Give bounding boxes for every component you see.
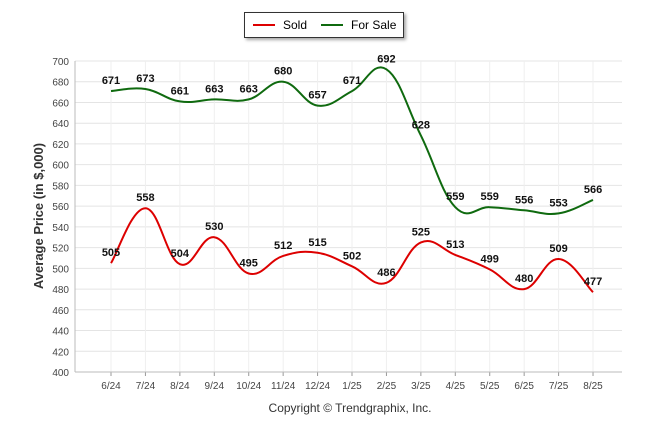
x-tick-label: 8/25 — [583, 381, 603, 392]
y-tick-label: 660 — [52, 98, 69, 109]
legend-swatch-for-sale — [321, 24, 344, 26]
data-label-for-sale: 553 — [549, 197, 567, 209]
y-tick-label: 500 — [52, 264, 69, 275]
x-tick-label: 1/25 — [342, 381, 362, 392]
data-label-for-sale: 628 — [412, 120, 430, 132]
axes: 400 420 440 460 480 500 520 540 560 580 600 620 640 6… — [52, 57, 622, 392]
x-tick-label: 12/24 — [305, 381, 330, 392]
x-tick-label: 4/25 — [446, 381, 466, 392]
series-line-sold — [110, 207, 594, 293]
x-tick-label: 7/24 — [136, 381, 156, 392]
x-tick-label: 8/24 — [170, 381, 190, 392]
y-tick-label: 400 — [52, 368, 69, 379]
legend-item-sold[interactable]: Sold — [253, 18, 307, 32]
legend-item-for-sale[interactable]: For Sale — [321, 18, 396, 32]
data-label-sold: 513 — [446, 239, 464, 251]
data-label-sold: 525 — [412, 226, 430, 238]
data-label-for-sale: 663 — [240, 83, 258, 95]
y-tick-label: 700 — [52, 57, 69, 68]
data-label-sold: 504 — [171, 248, 190, 260]
data-label-for-sale: 559 — [446, 191, 464, 203]
data-labels: 505 558 504 530 495 512 515 502 486 525 513 499 480 5… — [102, 53, 602, 288]
copyright-text: Copyright © Trendgraphix, Inc. — [268, 401, 432, 415]
x-tick-label: 9/24 — [205, 381, 225, 392]
legend-label-for-sale: For Sale — [351, 18, 397, 32]
x-tick-label: 6/24 — [101, 381, 121, 392]
data-label-sold: 509 — [549, 243, 567, 255]
data-label-for-sale: 680 — [274, 66, 292, 78]
y-tick-label: 580 — [52, 181, 69, 192]
series-line-for-sale — [110, 66, 594, 215]
x-tick-label: 6/25 — [514, 381, 534, 392]
y-tick-label: 680 — [52, 78, 69, 89]
y-tick-label: 600 — [52, 161, 69, 172]
data-label-sold: 502 — [343, 250, 361, 262]
y-tick-label: 480 — [52, 285, 69, 296]
x-tick-label: 2/25 — [377, 381, 397, 392]
y-axis-label: Average Price (in $,000) — [31, 143, 46, 289]
data-label-for-sale: 661 — [171, 85, 189, 97]
data-label-for-sale: 559 — [481, 191, 499, 203]
data-label-for-sale: 663 — [205, 83, 223, 95]
y-tick-label: 620 — [52, 140, 69, 151]
data-label-for-sale: 556 — [515, 194, 533, 206]
y-tick-label: 420 — [52, 347, 69, 358]
legend: Sold For Sale — [244, 12, 404, 38]
y-tick-label: 540 — [52, 223, 69, 234]
y-tick-label: 460 — [52, 306, 69, 317]
gridlines — [75, 60, 622, 373]
y-tick-label: 440 — [52, 327, 69, 338]
data-label-for-sale: 566 — [584, 184, 602, 196]
data-label-sold: 480 — [515, 273, 533, 285]
data-label-sold: 530 — [205, 221, 223, 233]
data-label-sold: 558 — [136, 192, 154, 204]
y-tick-label: 640 — [52, 119, 69, 130]
legend-label-sold: Sold — [283, 18, 308, 32]
x-tick-label: 7/25 — [549, 381, 569, 392]
data-label-sold: 499 — [481, 253, 499, 265]
y-tick-label: 560 — [52, 202, 69, 213]
data-label-for-sale: 657 — [308, 90, 326, 102]
x-tick-label: 3/25 — [411, 381, 431, 392]
series — [110, 66, 594, 293]
data-label-sold: 486 — [377, 267, 395, 279]
data-label-for-sale: 673 — [136, 73, 154, 85]
data-label-for-sale: 692 — [377, 53, 395, 65]
data-label-sold: 512 — [274, 240, 292, 252]
x-tick-label: 10/24 — [236, 381, 261, 392]
data-label-sold: 505 — [102, 247, 120, 259]
data-label-sold: 495 — [240, 258, 258, 270]
data-label-sold: 515 — [308, 237, 326, 249]
legend-swatch-sold — [253, 24, 275, 26]
x-tick-label: 5/25 — [480, 381, 500, 392]
y-tick-label: 520 — [52, 244, 69, 255]
data-label-for-sale: 671 — [102, 75, 120, 87]
data-label-sold: 477 — [584, 276, 602, 288]
data-label-for-sale: 671 — [343, 75, 361, 87]
x-tick-label: 11/24 — [271, 381, 296, 392]
